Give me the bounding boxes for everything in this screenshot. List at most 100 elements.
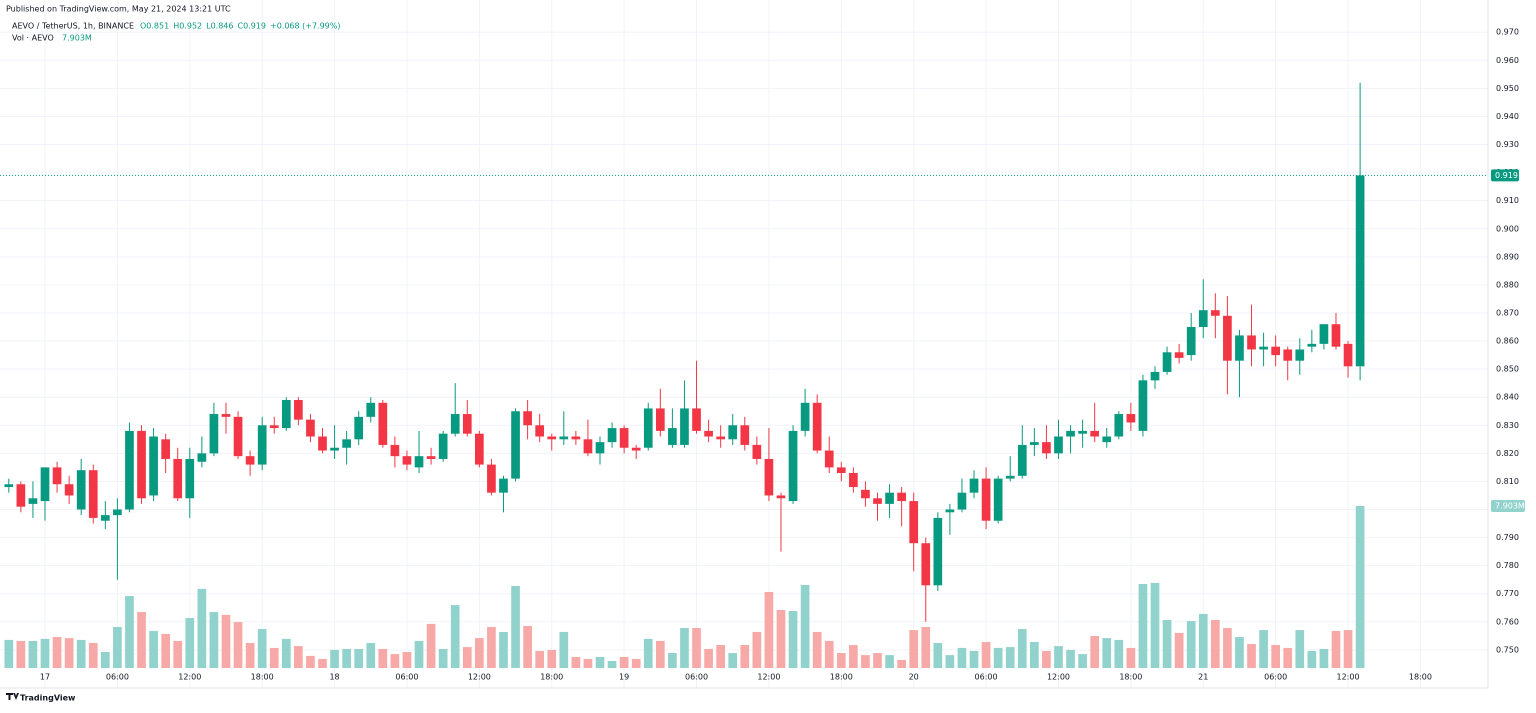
x-tick-label: 18:00 [540,673,563,682]
candle-body [1235,335,1244,361]
candle-body [342,439,351,448]
candle-body [161,439,170,459]
candle-body [438,433,448,459]
y-tick-label: 0.900 [1496,224,1519,233]
candle-body [511,411,520,479]
candle-body [1126,414,1136,423]
candle-body [1343,343,1353,367]
candle-body [88,470,98,518]
candle-body [849,473,858,488]
candle-body [716,436,725,440]
x-tick-label: 06:00 [685,673,708,682]
candle-body [16,484,26,507]
candle-body [330,447,339,451]
candle-body [752,444,762,459]
volume-value: 7.903M [62,34,92,43]
volume-bar [909,630,919,668]
volume-bar [16,640,26,668]
candle-body [487,464,496,493]
candle-body [76,470,86,510]
volume-bar [921,627,931,668]
y-tick-label: 0.890 [1496,252,1519,261]
candle-body [861,489,870,499]
volume-bar [28,640,38,668]
volume-bar [52,637,62,668]
candle-body [197,453,207,462]
volume-bar [281,638,291,668]
volume-bar [100,652,110,668]
candle-body [185,458,195,499]
candle-body [704,430,713,437]
y-tick-label: 0.770 [1496,589,1519,598]
candle-body [1307,343,1317,347]
volume-bar [1054,646,1063,668]
volume-bar [535,650,545,668]
candle-body [28,498,38,504]
x-tick-label: 06:00 [395,673,418,682]
volume-bar [426,623,436,668]
volume-bar [342,648,351,668]
volume-bar [800,584,810,668]
volume-bar [836,653,846,668]
volume-bar [1210,620,1220,668]
ohlc-open: O0.851 [140,22,169,31]
x-tick-label: 12:00 [1337,673,1360,682]
candle-body [668,428,677,445]
volume-bar [812,631,822,668]
volume-bar [1102,638,1112,668]
candles [4,82,1365,622]
volume-bar [294,646,303,668]
volume-bar [861,655,870,668]
candle-body [1090,430,1100,437]
volume-bar [1078,654,1087,668]
published-note: Published on TradingView.com, May 21, 20… [6,5,231,14]
candle-body [294,400,303,420]
x-tick-label: 20 [909,673,919,682]
x-tick-label: 18:00 [1119,673,1142,682]
volume-bar [692,628,701,668]
volume-bar [1186,621,1196,668]
x-tick-label: 19 [619,673,629,682]
volume-bar [233,622,243,668]
candle-body [1259,346,1268,350]
volume-bar [1126,647,1136,668]
volume-bar [125,596,134,668]
grid [0,0,1488,688]
y-tick-label: 0.780 [1496,561,1519,570]
y-tick-label: 0.970 [1496,28,1519,37]
candle-body [233,416,243,457]
volume-bar [366,642,376,668]
candle-body [1078,430,1087,434]
candle-body [800,402,810,431]
candle-body [1223,315,1232,361]
volume-title: Vol · AEVO [12,34,54,43]
y-tick-label: 0.790 [1496,533,1519,542]
volume-bar [173,640,183,668]
volume-bar [583,658,593,668]
volume-bar [1162,620,1172,668]
candle-body [1054,436,1063,454]
volume-bar [993,647,1003,668]
volume-bar [764,591,774,668]
volume-bar [221,614,231,668]
volume-bar [1331,630,1341,668]
candle-body [1355,175,1365,367]
candle-body [402,456,412,465]
candle-body [776,495,786,499]
volume-bar [462,647,472,668]
candle-body [306,419,315,437]
candle-body [1247,335,1256,350]
x-tick-label: 12:00 [757,673,780,682]
y-tick-label: 0.850 [1496,365,1519,374]
candle-body [692,408,701,431]
candle-body [885,492,894,504]
x-tick-label: 18 [329,673,339,682]
y-tick-label: 0.830 [1496,421,1519,430]
volume-bar [1223,628,1232,668]
volume-bar [740,645,750,668]
candle-body [475,433,484,465]
volume-bar [1307,650,1317,668]
candle-body [933,517,943,586]
candle-body [1319,324,1329,344]
